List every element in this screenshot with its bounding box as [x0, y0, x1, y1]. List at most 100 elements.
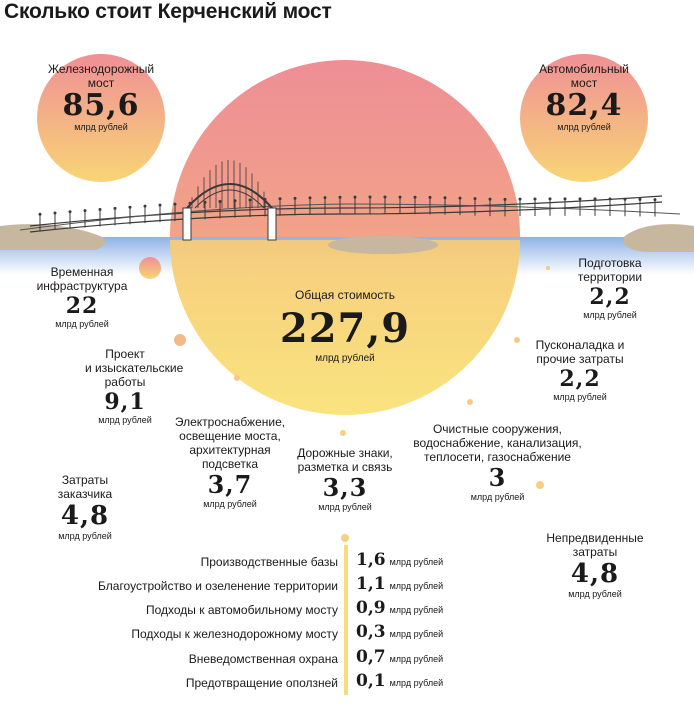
- list-item-value: 1,6 млрд рублей: [356, 550, 444, 570]
- unforeseen-unit: млрд рублей: [568, 589, 622, 599]
- list-item: Подходы к железнодорожному мосту 0,3 млрд…: [0, 622, 694, 644]
- list-item: Предотвращение оползней 0,1 млрд рублей: [0, 671, 694, 693]
- rail-label-2: мост: [87, 76, 115, 90]
- commission-label-2: прочие затраты: [536, 352, 624, 366]
- road-sun: [520, 54, 648, 182]
- rail-unit: млрд рублей: [74, 122, 128, 132]
- electric-value: 3,7: [207, 470, 253, 499]
- electric-label-3: архитектурная: [189, 443, 271, 457]
- total-label: Общая стоимость: [295, 288, 395, 302]
- signs-label-1: Дорожные знаки,: [297, 446, 393, 460]
- commission-block: Пусконаладка и прочие затраты 2,2 млрд р…: [530, 338, 630, 402]
- temp-unit: млрд рублей: [55, 319, 109, 329]
- list-item-label: Подходы к автомобильному мосту: [145, 603, 338, 617]
- water-block: Очистные сооружения, водоснабжение, кана…: [410, 422, 585, 502]
- unforeseen-value: 4,8: [570, 559, 620, 589]
- prep-unit: млрд рублей: [583, 310, 637, 320]
- design-label-1: Проект: [105, 347, 145, 361]
- electric-label-4: подсветка: [201, 457, 259, 471]
- prep-label-1: Подготовка: [578, 256, 642, 270]
- list-line: [344, 545, 348, 695]
- temp-label-1: Временная: [50, 265, 114, 279]
- list-item: Подходы к автомобильному мосту 0,9 млрд р…: [0, 598, 694, 620]
- list-item-label: Предотвращение оползней: [185, 676, 338, 690]
- list-item: Производственные базы 1,6 млрд рублей: [0, 550, 694, 572]
- electric-label-1: Электроснабжение,: [174, 415, 286, 429]
- design-label-3: работы: [104, 375, 146, 389]
- list-item: Благоустройство и озеленение территории …: [0, 574, 694, 596]
- water-label-3: теплосети, газоснабжение: [424, 450, 571, 464]
- dot: [234, 375, 240, 381]
- commission-label-1: Пусконаладка и: [535, 338, 625, 352]
- dot: [174, 334, 186, 346]
- list-item-value: 1,1 млрд рублей: [356, 574, 444, 594]
- signs-block: Дорожные знаки, разметка и связь 3,3 млр…: [290, 446, 400, 512]
- commission-unit: млрд рублей: [553, 392, 607, 402]
- signs-value: 3,3: [322, 473, 368, 502]
- water-value: 3: [488, 463, 507, 492]
- electric-label-2: освещение моста,: [179, 429, 281, 443]
- unforeseen-label-1: Непредвиденные: [546, 531, 644, 545]
- customer-block: Затраты заказчика 4,8 млрд рублей: [40, 473, 130, 541]
- total-block: Общая стоимость 227,9 млрд рублей: [245, 288, 445, 366]
- dot: [340, 430, 346, 436]
- design-label-2: и изыскательские: [85, 361, 184, 375]
- prep-value: 2,2: [589, 284, 631, 310]
- water-label-2: водоснабжение, канализация,: [413, 436, 582, 450]
- unforeseen-label-2: затраты: [572, 545, 618, 559]
- total-unit: млрд рублей: [315, 353, 375, 364]
- dot: [341, 534, 349, 542]
- water-label-1: Очистные сооружения,: [432, 422, 563, 436]
- signs-unit: млрд рублей: [318, 502, 372, 512]
- signs-label-2: разметка и связь: [297, 460, 393, 474]
- total-value: 227,9: [279, 305, 411, 352]
- list-item-label: Вневедомственная охрана: [188, 652, 338, 666]
- rail-bridge-block: Железнодорожный мост 85,6 млрд рублей: [41, 62, 161, 132]
- design-block: Проект и изыскательские работы 9,1 млрд …: [85, 347, 184, 425]
- customer-unit: млрд рублей: [58, 531, 112, 541]
- list-item-label: Производственные базы: [200, 555, 338, 569]
- commission-value: 2,2: [559, 366, 601, 392]
- rail-label-1: Железнодорожный: [47, 62, 155, 76]
- list-item-value: 0,3 млрд рублей: [356, 622, 444, 642]
- electric-unit: млрд рублей: [203, 499, 257, 509]
- rail-value: 85,6: [62, 88, 140, 123]
- prep-block: Подготовка территории 2,2 млрд рублей: [560, 256, 660, 320]
- dot: [139, 257, 161, 279]
- rail-sun: [37, 54, 165, 182]
- customer-value: 4,8: [60, 501, 110, 531]
- road-unit: млрд рублей: [557, 122, 611, 132]
- list-item: Вневедомственная охрана 0,7 млрд рублей: [0, 647, 694, 669]
- electric-block: Электроснабжение, освещение моста, архит…: [170, 415, 290, 509]
- design-value: 9,1: [104, 389, 146, 415]
- bridge: [19, 160, 681, 241]
- list-item-value: 0,9 млрд рублей: [356, 598, 444, 618]
- list-item-label: Подходы к железнодорожному мосту: [131, 627, 338, 641]
- temp-value: 22: [65, 293, 99, 319]
- shore-left: [0, 224, 106, 250]
- list-item-label: Благоустройство и озеленение территории: [98, 579, 338, 593]
- dot: [467, 399, 473, 405]
- road-label-1: Автомобильный: [539, 62, 629, 76]
- list-item-value: 0,1 млрд рублей: [356, 671, 444, 691]
- dot: [546, 266, 550, 270]
- dot: [514, 337, 520, 343]
- temp-block: Временная инфраструктура 22 млрд рублей: [32, 265, 132, 329]
- prep-label-2: территории: [577, 270, 643, 284]
- customer-label-1: Затраты: [61, 473, 109, 487]
- design-unit: млрд рублей: [98, 415, 152, 425]
- dot: [536, 481, 544, 489]
- shore-right: [622, 224, 694, 252]
- water-unit: млрд рублей: [470, 492, 525, 502]
- temp-label-2: инфраструктура: [36, 279, 128, 293]
- big-sun-reflection: [170, 240, 520, 415]
- road-bridge-block: Автомобильный мост 82,4 млрд рублей: [524, 62, 644, 132]
- page-title: Сколько стоит Керченский мост: [4, 0, 332, 23]
- list-item-value: 0,7 млрд рублей: [356, 647, 444, 667]
- road-value: 82,4: [545, 88, 623, 123]
- island: [328, 236, 438, 254]
- unforeseen-block: Непредвиденные затраты 4,8 млрд рублей: [540, 531, 650, 599]
- road-label-2: мост: [570, 76, 598, 90]
- customer-label-2: заказчика: [57, 487, 113, 501]
